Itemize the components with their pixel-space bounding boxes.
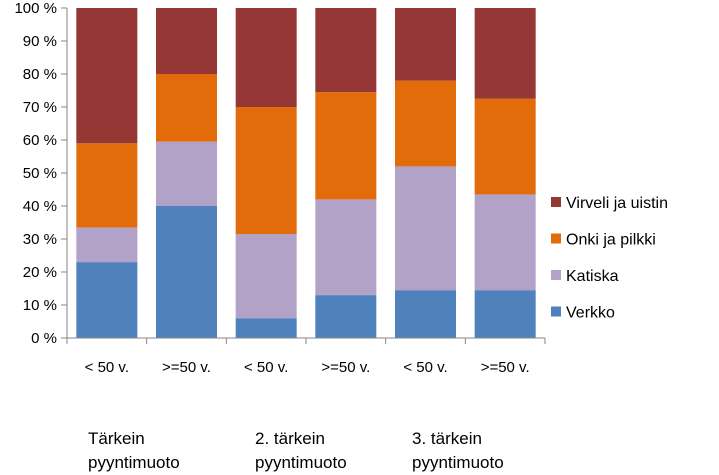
- group-label-line1: Tärkein: [88, 429, 145, 448]
- x-tick-label: < 50 v.: [244, 359, 288, 376]
- legend-swatch: [551, 197, 561, 207]
- axes-layer: 0 % 10 % 20 % 30 % 40 % 50 % 60 % 70 % 80 % 90 % 1…: [14, 0, 546, 376]
- group-label: 2. tärkein pyyntimuoto: [255, 427, 347, 475]
- bar-segment-katiska-6: [474, 194, 536, 291]
- bar-segment-virveli-ja-uistin-4: [315, 8, 377, 93]
- bar-segment-verkko-5: [395, 290, 456, 338]
- y-tick-label: 60 %: [23, 132, 57, 149]
- bar-segment-onki-ja-pilkki-4: [315, 92, 377, 200]
- x-tick-label: < 50 v.: [403, 359, 447, 376]
- group-label-line1: 3. tärkein: [412, 429, 482, 448]
- group-label: 3. tärkein pyyntimuoto: [412, 427, 504, 475]
- y-tick-label: 70 %: [23, 99, 57, 116]
- y-tick-label: 30 %: [23, 231, 57, 248]
- legend-swatch: [551, 270, 561, 280]
- bar-segment-katiska-4: [315, 199, 377, 296]
- y-tick-label: 10 %: [23, 297, 57, 314]
- y-tick-label: 100 %: [14, 0, 57, 17]
- bar-segment-verkko-1: [76, 262, 138, 338]
- group-label: Tärkein pyyntimuoto: [88, 427, 180, 475]
- legend-swatch: [551, 233, 561, 244]
- y-tick-label: 0 %: [31, 330, 57, 347]
- bar-segment-virveli-ja-uistin-1: [76, 8, 138, 144]
- legend-label: Katiska: [566, 268, 619, 285]
- bar-segment-virveli-ja-uistin-2: [156, 8, 217, 74]
- group-label-line2: pyyntimuoto: [412, 453, 504, 472]
- y-tick-label: 50 %: [23, 165, 57, 182]
- y-tick-label: 40 %: [23, 198, 57, 215]
- bar-segment-verkko-6: [474, 290, 536, 338]
- legend-label: Virveli ja uistin: [566, 195, 668, 212]
- x-tick-label: >=50 v.: [162, 359, 211, 376]
- group-label-line2: pyyntimuoto: [255, 453, 347, 472]
- bar-segment-virveli-ja-uistin-3: [235, 8, 297, 107]
- bar-segment-katiska-5: [395, 166, 456, 291]
- y-tick-label: 90 %: [23, 33, 57, 50]
- bar-segment-onki-ja-pilkki-5: [395, 80, 456, 167]
- x-tick-label: < 50 v.: [85, 359, 129, 376]
- bar-segment-katiska-3: [235, 234, 297, 319]
- x-tick-label: >=50 v.: [481, 359, 530, 376]
- bars-layer: [76, 8, 536, 338]
- x-tick-label: >=50 v.: [321, 359, 370, 376]
- bar-segment-onki-ja-pilkki-3: [235, 107, 297, 235]
- y-tick-label: 80 %: [23, 66, 57, 83]
- bar-segment-verkko-3: [235, 318, 297, 338]
- bar-segment-katiska-1: [76, 227, 138, 263]
- legend: Virveli ja uistin Onki ja pilkki Katiska Ve…: [551, 195, 668, 322]
- group-label-line1: 2. tärkein: [255, 429, 325, 448]
- bar-segment-onki-ja-pilkki-2: [156, 74, 217, 142]
- bar-segment-verkko-4: [315, 295, 377, 338]
- bar-segment-virveli-ja-uistin-6: [474, 8, 536, 99]
- legend-label: Onki ja pilkki: [566, 232, 656, 249]
- bar-segment-katiska-2: [156, 141, 217, 206]
- legend-label: Verkko: [566, 305, 615, 322]
- bar-segment-verkko-2: [156, 206, 217, 338]
- y-tick-label: 20 %: [23, 264, 57, 281]
- bar-segment-onki-ja-pilkki-1: [76, 143, 138, 228]
- legend-swatch: [551, 306, 561, 317]
- bar-segment-onki-ja-pilkki-6: [474, 98, 536, 195]
- group-label-line2: pyyntimuoto: [88, 453, 180, 472]
- bar-segment-virveli-ja-uistin-5: [395, 8, 456, 81]
